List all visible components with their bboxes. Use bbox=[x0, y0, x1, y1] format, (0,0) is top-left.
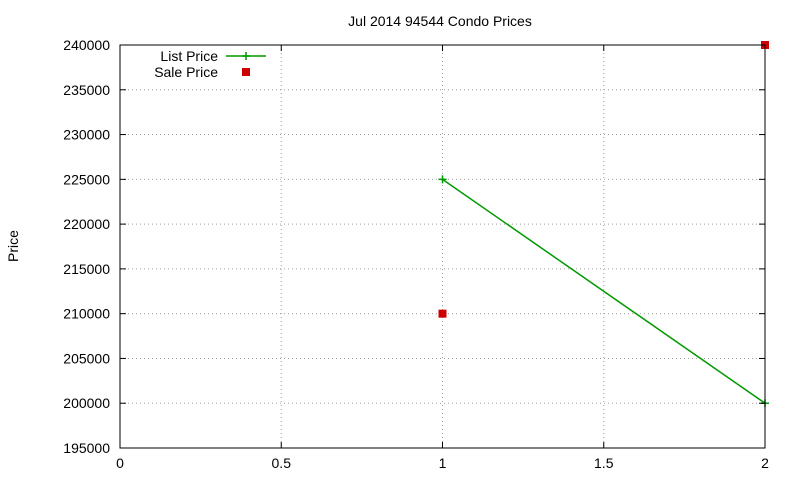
y-axis-label: Price bbox=[5, 230, 21, 262]
x-tick-label: 0 bbox=[116, 455, 124, 471]
y-tick-label: 235000 bbox=[63, 82, 110, 98]
y-tick-label: 195000 bbox=[63, 440, 110, 456]
y-tick-label: 220000 bbox=[63, 216, 110, 232]
chart-title: Jul 2014 94544 Condo Prices bbox=[348, 13, 532, 29]
legend-marker bbox=[242, 52, 250, 60]
x-tick-label: 2 bbox=[761, 455, 769, 471]
y-tick-label: 205000 bbox=[63, 350, 110, 366]
y-tick-label: 210000 bbox=[63, 306, 110, 322]
legend-label: Sale Price bbox=[154, 64, 218, 80]
legend-marker bbox=[242, 68, 250, 76]
list-price-line bbox=[442, 178, 766, 404]
y-tick-label: 225000 bbox=[63, 171, 110, 187]
list-price-point bbox=[438, 175, 447, 184]
y-tick-label: 215000 bbox=[63, 261, 110, 277]
y-tick-label: 240000 bbox=[63, 37, 110, 53]
axis-ticks: 0 0.5 1 1.5 2 195000 200000 205000 210000 215000 2… bbox=[63, 37, 769, 471]
sale-price-point bbox=[438, 309, 447, 318]
y-tick-label: 230000 bbox=[63, 127, 110, 143]
legend-label: List Price bbox=[160, 48, 218, 64]
x-tick-label: 1.5 bbox=[594, 455, 614, 471]
grid bbox=[120, 45, 765, 448]
x-tick-label: 0.5 bbox=[272, 455, 292, 471]
y-tick-label: 200000 bbox=[63, 395, 110, 411]
x-tick-label: 1 bbox=[439, 455, 447, 471]
